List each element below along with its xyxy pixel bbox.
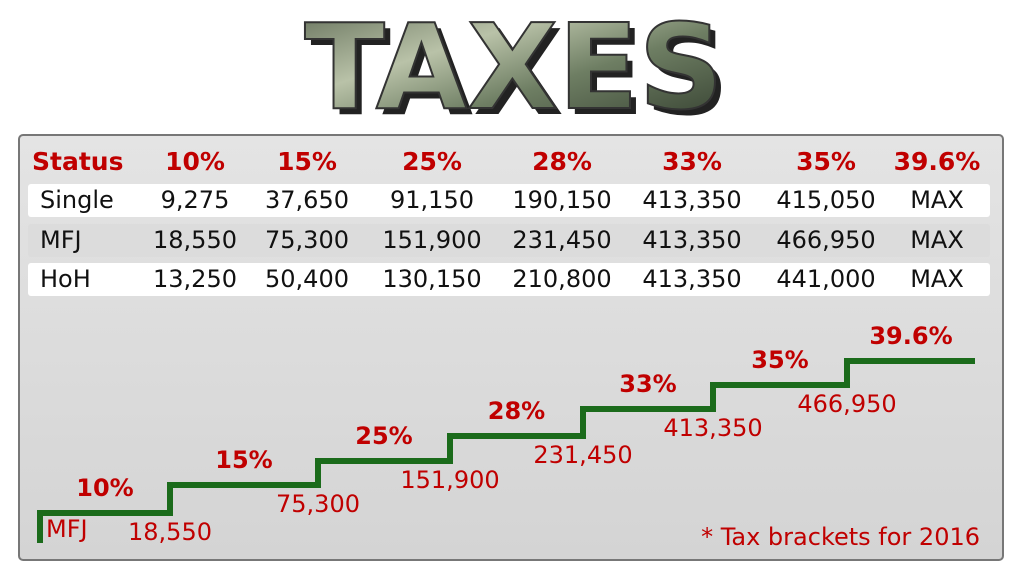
- step-amount: 413,350: [663, 414, 762, 442]
- group-label: MFJ: [46, 515, 88, 543]
- step-rate: 28%: [488, 397, 545, 425]
- header-cell: 35%: [796, 147, 856, 176]
- cell: 413,350: [642, 265, 741, 293]
- cell: MAX: [910, 265, 964, 293]
- step-amount: 231,450: [533, 441, 632, 469]
- step-diagram: MFJ 10% 18,550 15%75,300 25% 151,900 28% 231,45…: [37, 322, 975, 546]
- cell: 466,950: [776, 226, 875, 254]
- header-cell: 10%: [165, 147, 225, 176]
- cell: 50,400: [265, 265, 349, 293]
- step-amount: 151,900: [400, 466, 499, 494]
- tax-table: Status 10% 15% 25% 28% 33% 35% 39.6% Single 9,275…: [28, 147, 990, 296]
- header-cell: 15%: [277, 147, 337, 176]
- step-rate: 15%: [215, 446, 272, 474]
- step-rate: 39.6%: [869, 322, 952, 350]
- header-cell: 28%: [532, 147, 592, 176]
- cell: MFJ: [40, 226, 82, 254]
- cell: 413,350: [642, 186, 741, 214]
- cell: 151,900: [382, 226, 481, 254]
- cell: 441,000: [776, 265, 875, 293]
- step-rate: 33%: [619, 370, 676, 398]
- cell: 13,250: [153, 265, 237, 293]
- cell: HoH: [40, 265, 91, 293]
- footnote: * Tax brackets for 2016: [701, 523, 980, 551]
- cell: 75,300: [265, 226, 349, 254]
- cell: 415,050: [776, 186, 875, 214]
- cell: 231,450: [512, 226, 611, 254]
- cell: 210,800: [512, 265, 611, 293]
- step-amount: 18,550: [128, 518, 212, 546]
- row-band: [28, 263, 990, 296]
- cell: 190,150: [512, 186, 611, 214]
- cell: 37,650: [265, 186, 349, 214]
- row-band: [28, 184, 990, 217]
- staircase: [37, 358, 975, 543]
- cell: Single: [40, 186, 114, 214]
- step-rate: 10%: [76, 474, 133, 502]
- header-cell: 39.6%: [894, 147, 981, 176]
- cell: 413,350: [642, 226, 741, 254]
- cell: MAX: [910, 186, 964, 214]
- title-shadow: TAXES: [310, 4, 729, 142]
- cell: MAX: [910, 226, 964, 254]
- cell: 130,150: [382, 265, 481, 293]
- step-rate: 25%: [355, 422, 412, 450]
- header-cell: 33%: [662, 147, 722, 176]
- cell: 9,275: [161, 186, 230, 214]
- row-band: [28, 224, 990, 257]
- cell: 18,550: [153, 226, 237, 254]
- title: TAXES: [304, 0, 723, 136]
- step-rate: 35%: [751, 346, 808, 374]
- cell: 91,150: [390, 186, 474, 214]
- header-cell: 25%: [402, 147, 462, 176]
- header-cell: Status: [32, 147, 123, 176]
- step-amount: 75,300: [276, 490, 360, 518]
- step-amount: 466,950: [797, 390, 896, 418]
